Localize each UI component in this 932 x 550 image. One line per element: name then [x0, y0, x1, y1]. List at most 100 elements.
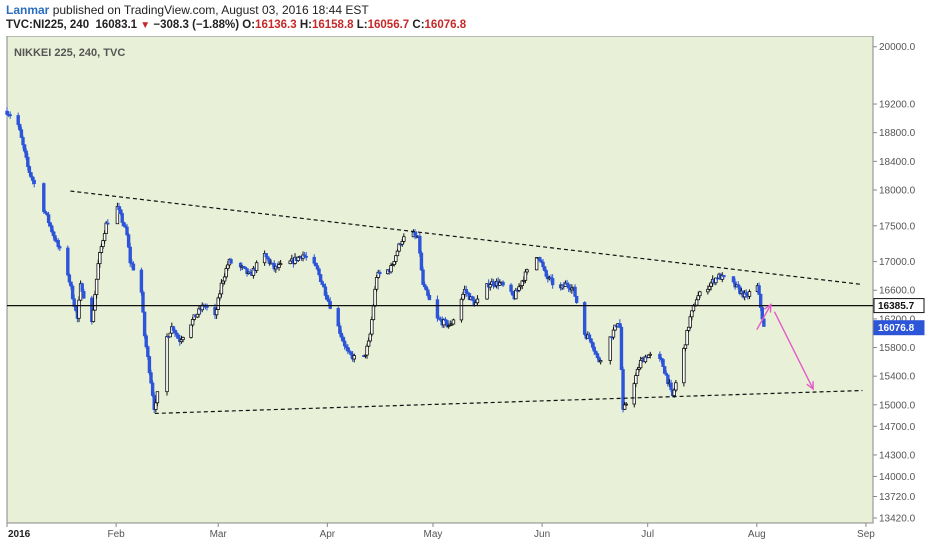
- down-arrow-icon: ▼: [140, 20, 151, 31]
- y-tick-label: 15800.0: [879, 343, 916, 354]
- candles: [5, 107, 766, 414]
- candle: [747, 289, 752, 300]
- candle: [82, 288, 86, 300]
- candle: [619, 324, 624, 371]
- candle: [147, 355, 152, 376]
- y-tick-label: 18800.0: [879, 128, 916, 139]
- candle: [419, 250, 424, 271]
- candle: [304, 252, 308, 261]
- x-tick-label: Mar: [210, 529, 228, 540]
- x-tick-label: Aug: [748, 529, 766, 540]
- candle: [328, 297, 332, 310]
- projection-arrow[interactable]: [773, 311, 814, 391]
- plot-label: NIKKEI 225, 240, TVC: [14, 47, 125, 59]
- candle: [534, 257, 539, 271]
- projection-arrow[interactable]: [756, 303, 772, 330]
- plot-area[interactable]: [6, 36, 874, 524]
- candle: [254, 260, 259, 274]
- candle: [501, 280, 505, 288]
- level-price-tag: 16385.7: [873, 298, 925, 314]
- candle: [525, 268, 529, 275]
- y-tick-label: 13720.0: [879, 492, 916, 503]
- candle: [80, 282, 84, 292]
- candle: [336, 306, 340, 327]
- author-link[interactable]: Lanmar: [6, 3, 50, 17]
- publish-line: Lanmar published on TradingView.com, Aug…: [6, 3, 369, 17]
- y-tick-label: 16600.0: [879, 286, 916, 297]
- x-tick-label: Jun: [534, 529, 550, 540]
- ohlc-line: TVC:NI225, 240 16083.1 ▼ −308.3 (−1.88%)…: [6, 19, 466, 31]
- candle: [598, 359, 603, 365]
- y-tick-label: 17000.0: [879, 257, 916, 268]
- candle: [66, 245, 70, 277]
- candle: [582, 301, 587, 337]
- y-tick-label: 14700.0: [879, 422, 916, 433]
- candle: [8, 111, 12, 119]
- candle: [632, 381, 636, 408]
- change-value: −308.3 (−1.88%): [153, 19, 240, 31]
- open-label: O:: [242, 19, 256, 31]
- candle: [70, 284, 75, 300]
- candle: [318, 274, 323, 283]
- symbol-label: TVC:NI225, 240: [6, 19, 90, 31]
- candle: [42, 182, 46, 214]
- candle: [278, 259, 283, 266]
- candle: [674, 379, 678, 393]
- y-tick-label: 17500.0: [879, 221, 916, 232]
- candle: [131, 261, 136, 271]
- open-value: 16136.3: [255, 19, 297, 31]
- x-tick-label: 2016: [8, 529, 31, 540]
- y-tick-label: 18000.0: [879, 185, 916, 196]
- y-tick-label: 15000.0: [879, 400, 916, 411]
- candle: [722, 274, 726, 280]
- candle: [139, 267, 144, 296]
- candle: [155, 391, 160, 407]
- y-tick-label: 15400.0: [879, 372, 916, 383]
- candle: [32, 177, 36, 188]
- candle: [126, 232, 131, 248]
- x-tick-label: Jul: [641, 529, 654, 540]
- last-price: 16083.1: [95, 19, 138, 31]
- y-tick-label: 14000.0: [879, 472, 916, 483]
- close-value: 16076.8: [424, 19, 467, 31]
- candle: [216, 296, 220, 310]
- candle: [165, 333, 169, 396]
- candle: [106, 219, 110, 225]
- candle: [150, 380, 155, 398]
- y-tick-label: 13420.0: [879, 513, 916, 524]
- candle: [427, 292, 432, 301]
- svg-text:16385.7: 16385.7: [878, 301, 915, 312]
- candle: [402, 233, 406, 244]
- price-chart[interactable]: NIKKEI 225, 240, TVC 20000.0 19200.0 18800…: [0, 36, 932, 550]
- svg-text:16076.8: 16076.8: [878, 323, 915, 334]
- candle: [58, 244, 62, 252]
- y-tick-label: 16200.0: [879, 314, 916, 325]
- y-tick-label: 14300.0: [879, 450, 916, 461]
- candle: [648, 351, 652, 359]
- high-label: H:: [299, 19, 312, 31]
- x-tick-label: Apr: [320, 529, 336, 540]
- candle: [475, 295, 480, 307]
- candle: [189, 324, 193, 339]
- y-tick-label: 19200.0: [879, 100, 916, 111]
- candle: [352, 353, 356, 363]
- candle: [181, 336, 185, 343]
- high-value: 16158.8: [311, 19, 354, 31]
- candle: [141, 290, 145, 313]
- candle: [624, 402, 628, 407]
- x-tick-label: May: [424, 529, 443, 540]
- candle: [550, 274, 555, 289]
- candle: [662, 366, 667, 374]
- y-tick-label: 18400.0: [879, 157, 916, 168]
- candle: [574, 295, 579, 304]
- candle: [142, 311, 147, 339]
- candle: [451, 318, 456, 325]
- candle: [459, 297, 464, 323]
- candle: [378, 269, 382, 277]
- candle: [685, 329, 689, 346]
- candle: [698, 290, 702, 299]
- low-label: L:: [356, 19, 368, 31]
- lower-trendline[interactable]: [154, 389, 863, 415]
- published-text: published on TradingView.com, August 03,…: [49, 3, 369, 17]
- candle: [229, 257, 233, 264]
